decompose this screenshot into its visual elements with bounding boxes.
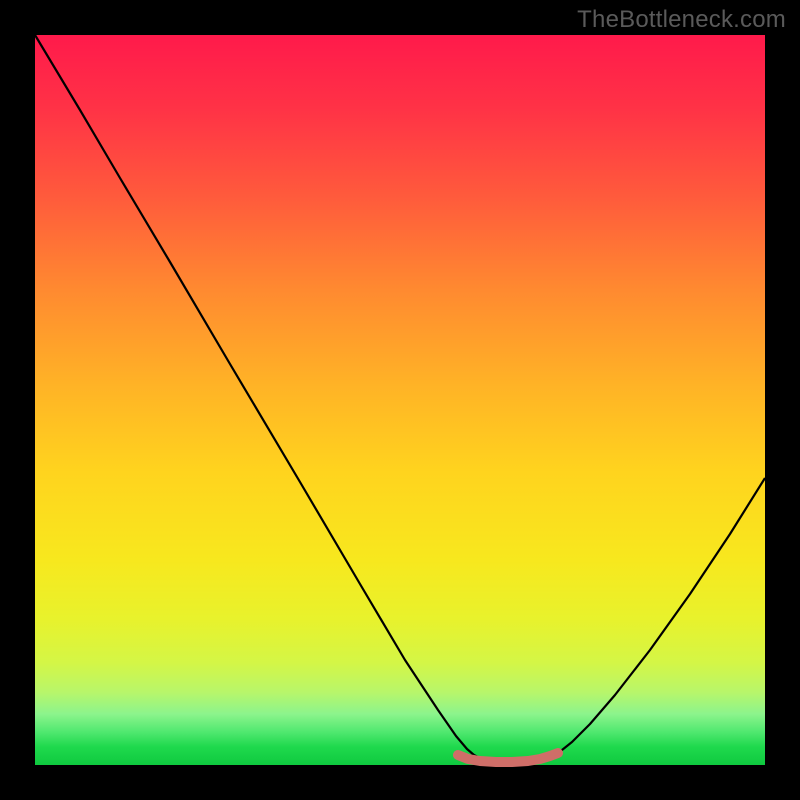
watermark-label: TheBottleneck.com bbox=[577, 6, 786, 34]
bottleneck-curve bbox=[35, 35, 765, 762]
curve-overlay bbox=[0, 0, 800, 800]
chart-root: TheBottleneck.com bbox=[0, 0, 800, 800]
